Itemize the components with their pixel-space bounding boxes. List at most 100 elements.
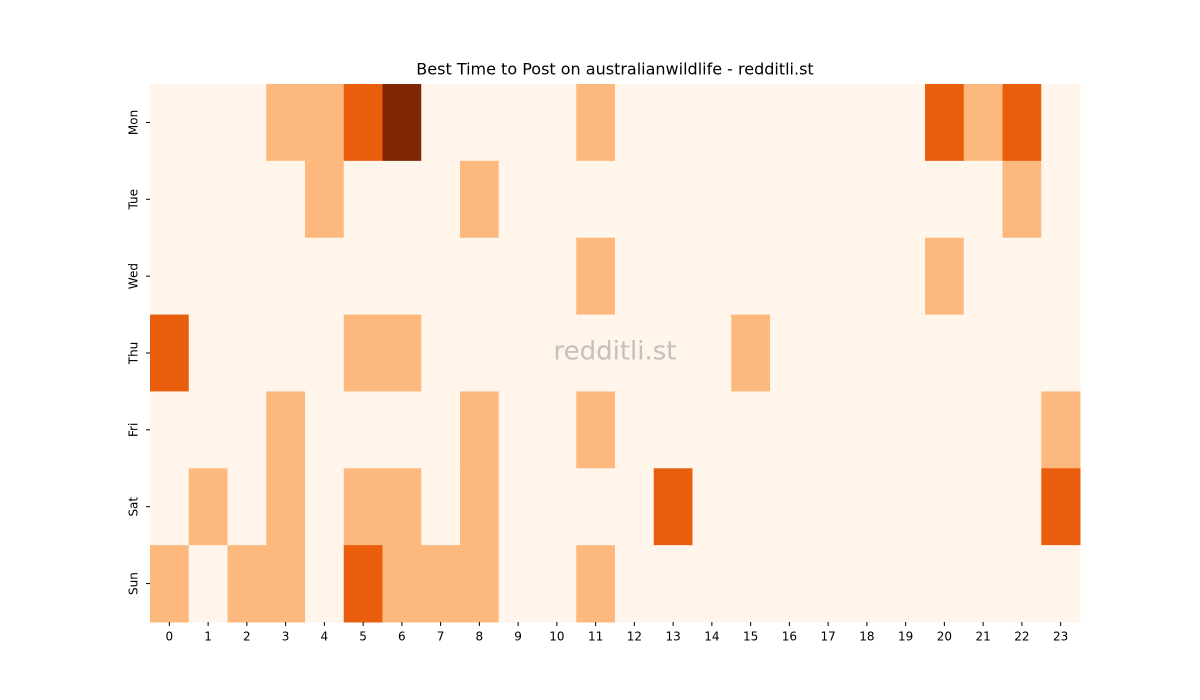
- heatmap-cell: [692, 237, 732, 316]
- heatmap-cell: [150, 545, 190, 623]
- heatmap-cell: [188, 468, 228, 546]
- heatmap-cell: [421, 468, 461, 546]
- heatmap-cell: [343, 545, 383, 623]
- heatmap-cell: [925, 391, 965, 469]
- heatmap-cell: [692, 84, 732, 162]
- x-tick-label: 14: [704, 630, 719, 644]
- heatmap-cell: [537, 468, 577, 546]
- x-tick-label: 20: [937, 630, 952, 644]
- heatmap-cell: [692, 468, 732, 546]
- x-tick-label: 10: [549, 630, 564, 644]
- heatmap-cell: [460, 160, 500, 239]
- heatmap-cell: [847, 468, 887, 546]
- heatmap-cell: [382, 314, 422, 392]
- x-tick-label: 9: [514, 630, 522, 644]
- heatmap-cell: [886, 237, 926, 316]
- heatmap-cell: [576, 237, 616, 316]
- heatmap-cell: [460, 84, 500, 162]
- heatmap-cell: [305, 84, 345, 162]
- heatmap-cell: [150, 314, 190, 392]
- heatmap-cell: [305, 237, 345, 316]
- heatmap-cell: [808, 84, 848, 162]
- heatmap-cell: [150, 160, 190, 239]
- heatmap-cell: [305, 391, 345, 469]
- heatmap-cell: [1041, 545, 1081, 623]
- x-tick-label: 2: [243, 630, 251, 644]
- heatmap-cell: [1002, 314, 1042, 392]
- heatmap-cell: [847, 391, 887, 469]
- heatmap-cell: [343, 391, 383, 469]
- heatmap-cell: [615, 84, 655, 162]
- heatmap-cell: [150, 84, 190, 162]
- heatmap-cell: [382, 237, 422, 316]
- x-tick-label: 16: [782, 630, 797, 644]
- heatmap-cell: [963, 468, 1003, 546]
- heatmap-cell: [731, 391, 771, 469]
- heatmap-cell: [731, 160, 771, 239]
- heatmap-cell: [615, 237, 655, 316]
- heatmap-cell: [808, 468, 848, 546]
- y-tick-label: Wed: [127, 263, 141, 289]
- heatmap-cell: [227, 237, 267, 316]
- heatmap-cell: [188, 314, 228, 392]
- heatmap-cell: [615, 160, 655, 239]
- heatmap-cell: [653, 84, 693, 162]
- heatmap-cell: [963, 545, 1003, 623]
- heatmap-cell: [576, 545, 616, 623]
- heatmap-cell: [537, 314, 577, 392]
- heatmap-cell: [1002, 468, 1042, 546]
- heatmap-cell: [808, 237, 848, 316]
- heatmap-cell: [537, 391, 577, 469]
- heatmap-cell: [498, 237, 538, 316]
- heatmap-cell: [576, 314, 616, 392]
- heatmap-cell: [770, 468, 810, 546]
- heatmap-cell: [498, 160, 538, 239]
- heatmap-cell: [1041, 468, 1081, 546]
- chart-title: Best Time to Post on australianwildlife …: [416, 60, 813, 79]
- heatmap-cell: [343, 160, 383, 239]
- heatmap-cell: [576, 160, 616, 239]
- x-tick-label: 7: [437, 630, 445, 644]
- x-tick-label: 11: [588, 630, 603, 644]
- heatmap-cell: [731, 314, 771, 392]
- heatmap-cell: [498, 391, 538, 469]
- heatmap-cell: [963, 391, 1003, 469]
- heatmap-cell: [692, 545, 732, 623]
- heatmap-cell: [808, 391, 848, 469]
- heatmap-cell: [886, 84, 926, 162]
- heatmap-cell: [925, 314, 965, 392]
- heatmap-cell: [305, 314, 345, 392]
- heatmap-cell: [382, 160, 422, 239]
- heatmap-cell: [886, 160, 926, 239]
- heatmap-cell: [188, 160, 228, 239]
- heatmap-cell: [421, 391, 461, 469]
- heatmap-cell: [227, 160, 267, 239]
- x-tick-label: 15: [743, 630, 758, 644]
- x-tick-label: 22: [1014, 630, 1029, 644]
- x-tick-label: 1: [204, 630, 212, 644]
- heatmap-cell: [150, 237, 190, 316]
- x-tick-label: 18: [859, 630, 874, 644]
- heatmap-cell: [305, 468, 345, 546]
- heatmap-cell: [576, 468, 616, 546]
- heatmap-cell: [731, 84, 771, 162]
- heatmap-cell: [537, 545, 577, 623]
- heatmap-cell: [808, 545, 848, 623]
- heatmap-cell: [227, 391, 267, 469]
- heatmap-cell: [847, 84, 887, 162]
- heatmap-cell: [615, 468, 655, 546]
- heatmap-cell: [847, 314, 887, 392]
- heatmap-cell: [382, 391, 422, 469]
- x-tick-label: 21: [975, 630, 990, 644]
- heatmap-cell: [1041, 314, 1081, 392]
- heatmap-cell: [963, 314, 1003, 392]
- y-tick-label: Mon: [127, 110, 141, 135]
- heatmap-cell: [615, 545, 655, 623]
- heatmap-cell: [886, 468, 926, 546]
- heatmap-cell: [576, 391, 616, 469]
- heatmap-cell: [1002, 237, 1042, 316]
- x-tick-label: 19: [898, 630, 913, 644]
- heatmap-cell: [498, 314, 538, 392]
- heatmap-cell: [770, 160, 810, 239]
